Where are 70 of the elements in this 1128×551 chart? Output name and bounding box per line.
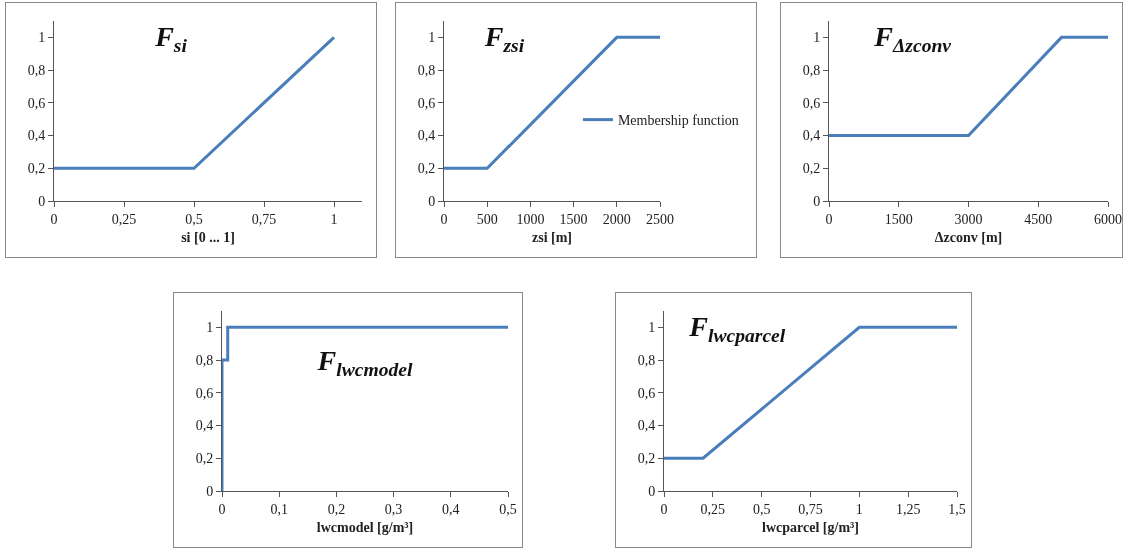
chart-title: F$_{si}$ [154,21,188,56]
y-tick-label: 0 [38,193,46,209]
x-tick-label: 0,2 [327,501,346,517]
y-tick-label: 0 [428,193,436,209]
x-tick-label: 4500 [1024,211,1053,227]
x-tick-label: 0,75 [251,211,277,227]
x-tick-label: 0 [440,211,448,227]
x-tick-label: 0,3 [384,501,403,517]
x-tick-label: 1 [855,501,863,517]
x-axis-title: lwcparcel [g/m³] [762,520,859,536]
y-tick-label: 0,8 [637,352,656,368]
x-tick-label: 1,5 [948,501,966,517]
x-axis-title: zsi [m] [531,230,573,246]
y-tick-label: 0 [648,483,656,499]
y-tick-label: 0,6 [637,385,656,401]
y-tick-label: 0,8 [417,62,436,78]
y-tick-label: 0,4 [195,418,214,434]
x-tick-label: 0,25 [111,211,137,227]
y-tick-label: 0,4 [417,128,436,144]
y-tick-label: 1 [813,30,821,46]
x-tick-label: 1500 [559,211,588,227]
x-tick-label: 0,5 [185,211,203,227]
y-tick-label: 0,2 [27,161,46,177]
x-tick-label: 500 [476,211,498,227]
y-tick-label: 0,2 [195,451,214,467]
x-tick-label: 0,5 [499,501,517,517]
x-tick-label: 1 [330,211,338,227]
y-tick-label: 0,8 [27,62,46,78]
y-tick-label: 1 [38,30,46,46]
y-tick-label: 0 [813,193,821,209]
y-tick-label: 0,4 [802,128,821,144]
y-tick-label: 0,2 [637,451,656,467]
y-tick-label: 0,2 [802,161,821,177]
x-tick-label: 1,25 [895,501,921,517]
x-tick-label: 2000 [602,211,631,227]
text: F$_{lwcmodel}$ [316,345,413,381]
x-axis-title: lwcmodel [g/m³] [316,520,414,536]
x-tick-label: 0 [218,501,226,517]
x-tick-label: 0 [660,501,668,517]
x-axis-title: si [0 ... 1] [181,230,235,246]
x-tick-label: 1000 [516,211,545,227]
y-tick-label: 0,6 [802,95,821,111]
x-tick-label: 0,1 [270,501,288,517]
y-tick-label: 0,6 [27,95,46,111]
x-tick-label: 2500 [646,211,674,227]
y-tick-label: 0,8 [802,62,821,78]
y-tick-label: 1 [648,320,656,336]
x-tick-label: 1500 [884,211,913,227]
x-tick-label: 0,75 [798,501,823,517]
x-tick-label: 0 [825,211,833,227]
legend-label: Membership function [617,113,739,129]
x-tick-label: 0,25 [700,501,726,517]
y-tick-label: 0,2 [417,161,436,177]
chart-title: F$_{Δzconv}$ [873,21,952,56]
y-tick-label: 1 [428,30,436,46]
chart-title: F$_{zsi}$ [483,21,525,56]
x-tick-label: 0 [50,211,58,227]
y-tick-label: 0,4 [637,418,656,434]
x-tick-label: 6000 [1094,211,1122,227]
chart-title: F$_{lwcparcel}$ [688,311,786,346]
y-tick-label: 0,4 [27,128,46,144]
x-tick-label: 0,5 [752,501,771,517]
x-tick-label: 3000 [954,211,983,227]
y-tick-label: 1 [206,320,214,336]
y-tick-label: 0 [206,483,214,499]
y-tick-label: 0,8 [195,352,214,368]
y-tick-label: 0,6 [417,95,436,111]
x-tick-label: 0,4 [442,501,460,517]
x-axis-title: Δzconv [m] [934,230,1003,246]
y-tick-label: 0,6 [195,385,214,401]
